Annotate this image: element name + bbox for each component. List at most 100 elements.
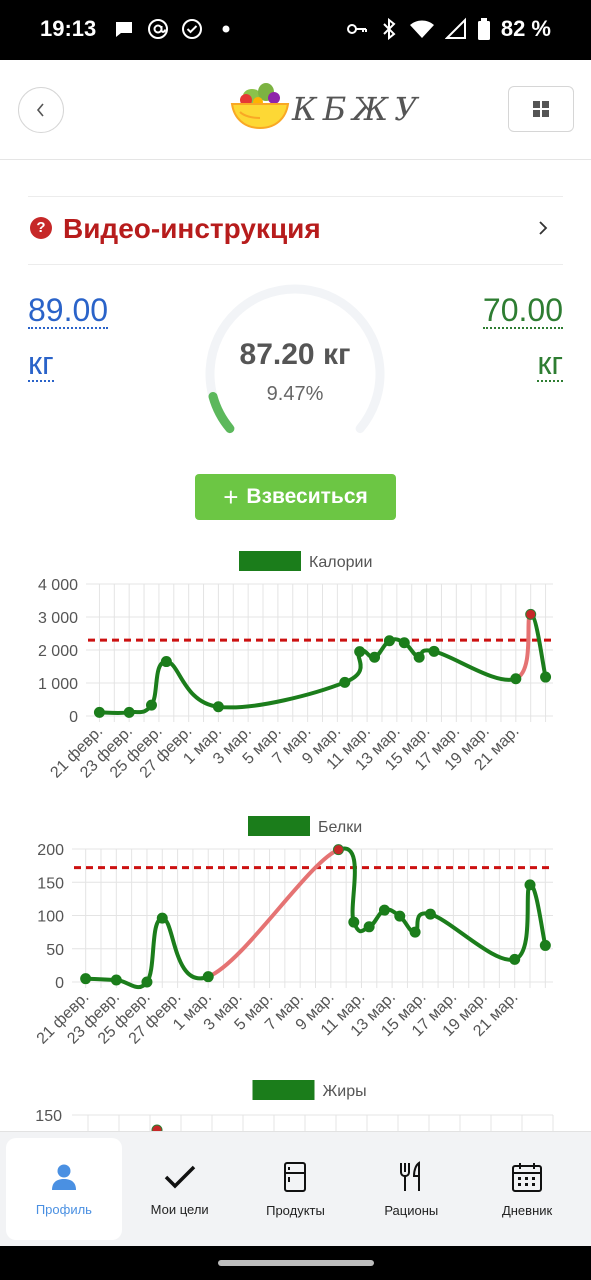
key-icon	[346, 24, 367, 34]
nav-label: Продукты	[266, 1202, 325, 1218]
calendar-icon	[512, 1162, 543, 1192]
home-indicator[interactable]	[218, 1260, 374, 1266]
back-button[interactable]	[18, 87, 64, 133]
app-header: КБЖУ	[0, 60, 591, 160]
series-line	[528, 612, 548, 678]
nav-item-goals[interactable]: Мои цели	[122, 1138, 238, 1240]
start-weight-unit: кг	[28, 345, 54, 382]
legend-swatch	[248, 816, 310, 836]
signal-icon	[444, 17, 466, 39]
start-weight-value[interactable]: 89.00	[28, 292, 109, 329]
y-tick-label: 1 000	[38, 676, 78, 693]
at-icon	[148, 19, 168, 39]
data-point	[93, 706, 105, 718]
data-point	[202, 971, 214, 983]
dot-icon	[222, 25, 230, 33]
chart-legend: Белки	[248, 816, 362, 836]
data-point	[424, 908, 436, 920]
data-point	[354, 646, 366, 658]
series-line	[514, 612, 533, 681]
data-point	[383, 635, 395, 647]
data-point	[156, 912, 168, 924]
data-point	[348, 916, 360, 928]
chevron-left-icon	[36, 103, 44, 117]
weigh-button[interactable]: + Взвеситься	[195, 474, 396, 520]
series-line	[207, 847, 340, 979]
nav-item-profile[interactable]: Профиль	[6, 1138, 122, 1240]
gesture-bar	[0, 1246, 591, 1280]
chevron-right-icon	[539, 221, 548, 235]
legend-label: Белки	[318, 819, 362, 836]
y-tick-label: 2 000	[38, 643, 78, 660]
nav-item-products[interactable]: Продукты	[238, 1138, 354, 1240]
video-instruction-title: Видео-инструкция	[63, 213, 321, 244]
nav-item-diary[interactable]: Дневник	[469, 1138, 585, 1240]
data-point	[110, 974, 122, 986]
data-point	[428, 645, 440, 657]
data-point	[141, 976, 153, 988]
wifi-icon	[409, 20, 434, 38]
video-instruction-row[interactable]: ? Видео-инструкция	[28, 197, 563, 263]
fork-knife-icon	[400, 1160, 421, 1191]
fridge-icon	[284, 1161, 307, 1192]
data-point	[540, 671, 552, 683]
series-line	[429, 912, 516, 962]
weight-progress-gauge	[205, 284, 385, 434]
data-point	[80, 973, 92, 985]
data-point	[145, 699, 157, 711]
legend-label: Жиры	[323, 1083, 367, 1100]
goal-weight[interactable]: 70.00 кг	[482, 286, 563, 387]
gauge-fill	[208, 392, 235, 434]
divider	[28, 264, 563, 265]
data-point	[524, 879, 536, 891]
data-point	[510, 673, 522, 685]
logo	[230, 83, 290, 130]
y-tick-label: 0	[55, 975, 64, 992]
nav-label: Мои цели	[150, 1201, 209, 1217]
checkmark-icon	[164, 1165, 195, 1188]
menu-button[interactable]	[508, 86, 574, 132]
grid-icon	[533, 101, 549, 117]
data-point	[525, 608, 537, 620]
fats-chart: Жиры 150	[35, 1080, 554, 1138]
battery-percent: 82 %	[500, 16, 551, 41]
check-circle-icon	[182, 19, 202, 39]
goal-weight-value[interactable]: 70.00	[482, 292, 563, 329]
data-point	[332, 844, 344, 856]
data-point	[509, 953, 521, 965]
data-point	[369, 651, 381, 663]
current-weight: 87.20 кг	[239, 338, 351, 371]
divider	[28, 196, 563, 197]
progress-percent: 9.47%	[266, 383, 324, 405]
data-point	[409, 926, 421, 938]
battery-icon	[477, 18, 490, 40]
weigh-button-label: Взвеситься	[246, 485, 368, 508]
nav-label: Профиль	[35, 1201, 92, 1217]
status-bar: 19:13 82 %	[0, 0, 591, 60]
y-tick-label: 0	[69, 709, 78, 726]
series-line	[513, 882, 532, 962]
data-point	[398, 637, 410, 649]
series-line	[218, 680, 346, 710]
start-weight[interactable]: 89.00 кг	[28, 286, 109, 387]
legend-swatch	[239, 551, 301, 571]
data-point	[394, 910, 406, 922]
status-time: 19:13	[40, 16, 97, 41]
y-tick-label: 150	[37, 875, 64, 892]
data-point	[339, 676, 351, 688]
y-tick-label: 4 000	[38, 577, 78, 594]
bottom-navigation: Профиль Мои цели Продукты Рационы Дневни…	[0, 1131, 591, 1246]
legend-label: Калории	[309, 554, 372, 571]
y-tick-label: 150	[35, 1108, 62, 1125]
series-line	[433, 649, 517, 682]
person-icon	[51, 1164, 76, 1190]
legend-swatch	[252, 1080, 315, 1100]
data-point	[378, 904, 390, 916]
nav-item-rations[interactable]: Рационы	[353, 1138, 469, 1240]
data-point	[123, 706, 135, 718]
gauge-track	[205, 284, 385, 434]
data-point	[539, 939, 551, 951]
y-tick-label: 3 000	[38, 610, 78, 627]
